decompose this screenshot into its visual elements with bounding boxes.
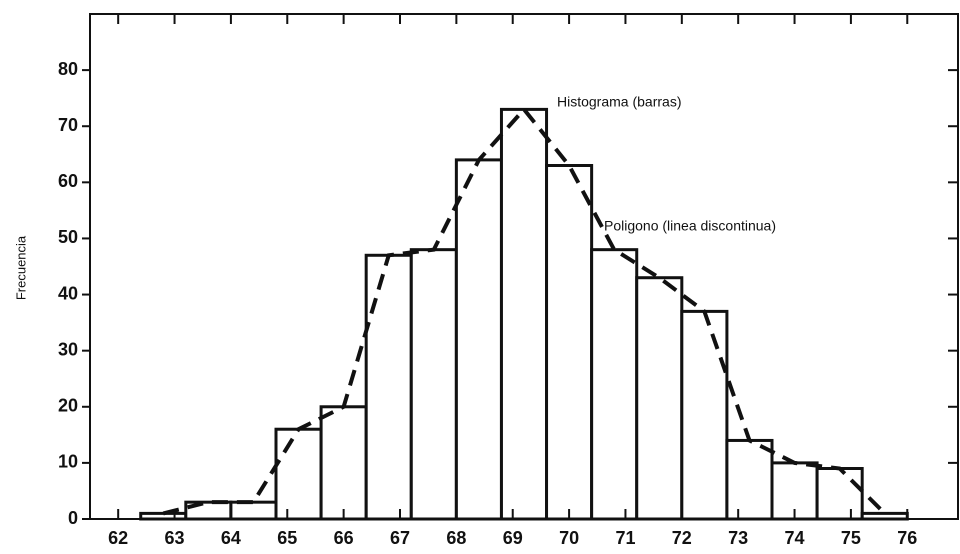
y-tick-label: 70	[58, 115, 78, 135]
x-tick-label: 64	[221, 528, 241, 548]
y-tick-label: 40	[58, 283, 78, 303]
x-tick-label: 68	[446, 528, 466, 548]
bar	[545, 164, 594, 521]
frequency-polygon	[162, 106, 887, 516]
y-tick-label: 0	[68, 508, 78, 528]
y-axis-label: Frecuencia	[13, 235, 28, 300]
y-tick-label: 60	[58, 171, 78, 191]
x-tick-label: 74	[785, 528, 805, 548]
y-tick-label: 20	[58, 396, 78, 416]
x-tick-label: 62	[108, 528, 128, 548]
x-tick-label: 71	[615, 528, 635, 548]
x-tick-label: 67	[390, 528, 410, 548]
bar	[409, 248, 458, 521]
annotation: Histograma (barras)	[557, 94, 681, 110]
y-tick-label: 50	[58, 227, 78, 247]
annotation: Poligono (linea discontinua)	[604, 218, 776, 234]
x-tick-label: 69	[503, 528, 523, 548]
bar	[499, 107, 549, 521]
bar	[229, 500, 278, 521]
bar	[274, 427, 323, 521]
bar	[680, 309, 729, 521]
x-tick-label: 75	[841, 528, 861, 548]
x-tick-label: 73	[728, 528, 748, 548]
x-tick-label: 72	[672, 528, 692, 548]
bar	[635, 276, 684, 521]
x-tick-label: 65	[277, 528, 297, 548]
bar	[364, 253, 413, 521]
x-tick-label: 63	[165, 528, 185, 548]
bar	[319, 405, 368, 521]
y-tick-label: 30	[58, 339, 78, 359]
bar	[815, 467, 864, 521]
bar	[454, 158, 503, 521]
bar	[590, 248, 639, 521]
x-tick-label: 70	[559, 528, 579, 548]
bar	[725, 438, 774, 521]
plot-frame	[89, 13, 959, 520]
y-tick-label: 10	[58, 452, 78, 472]
y-tick-label: 80	[58, 59, 78, 79]
x-tick-label: 76	[897, 528, 917, 548]
x-tick-label: 66	[334, 528, 354, 548]
